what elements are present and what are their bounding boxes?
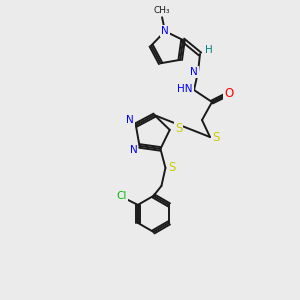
Text: N: N (161, 26, 169, 36)
Text: O: O (224, 86, 234, 100)
Text: H: H (205, 45, 213, 55)
Text: N: N (130, 145, 137, 155)
Text: CH₃: CH₃ (154, 6, 170, 15)
Text: N: N (190, 67, 198, 77)
Text: N: N (126, 115, 134, 125)
Text: S: S (168, 161, 175, 174)
Text: S: S (175, 122, 182, 135)
Text: Cl: Cl (117, 191, 127, 201)
Text: HN: HN (177, 84, 193, 94)
Text: S: S (212, 130, 220, 143)
